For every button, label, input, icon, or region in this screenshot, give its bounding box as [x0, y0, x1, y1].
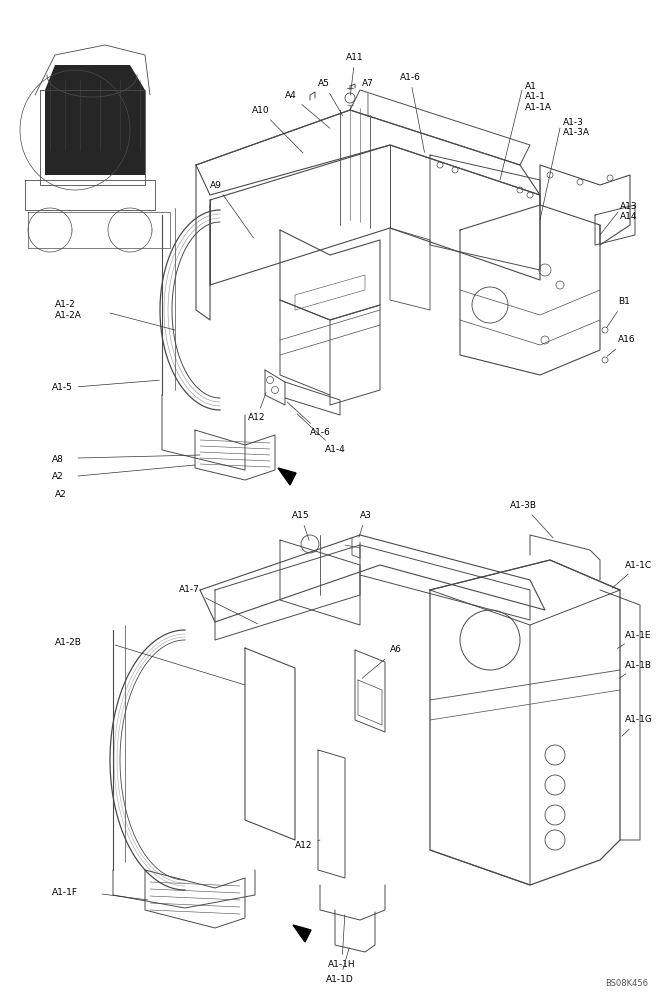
Text: A3: A3	[359, 511, 372, 537]
Text: A1-1C: A1-1C	[612, 560, 652, 588]
Text: A1-5: A1-5	[52, 380, 159, 392]
Text: A2: A2	[55, 490, 67, 499]
Text: A6: A6	[362, 646, 402, 678]
Text: A1-6: A1-6	[287, 402, 331, 437]
Text: A1-4: A1-4	[297, 414, 346, 454]
Text: A1-1F: A1-1F	[52, 888, 78, 897]
Text: A1
A1-1
A1-1A: A1 A1-1 A1-1A	[525, 82, 552, 112]
Text: A5: A5	[318, 79, 343, 116]
Text: A1-1H: A1-1H	[328, 915, 356, 969]
Polygon shape	[278, 468, 296, 485]
Text: A13
A14: A13 A14	[620, 202, 637, 221]
Text: A7: A7	[362, 79, 374, 117]
Text: A11: A11	[346, 53, 364, 95]
Text: A2: A2	[52, 472, 64, 481]
Text: A1-6: A1-6	[400, 73, 424, 152]
Text: A8: A8	[52, 455, 64, 464]
Text: A12: A12	[295, 840, 320, 850]
Text: A4: A4	[286, 91, 330, 128]
Text: A1-7: A1-7	[179, 585, 258, 624]
Text: A1-3B: A1-3B	[510, 501, 553, 538]
Text: A1-3
A1-3A: A1-3 A1-3A	[563, 118, 590, 137]
Text: A15: A15	[292, 511, 309, 540]
Text: A1-1G: A1-1G	[622, 716, 653, 736]
Text: B1: B1	[606, 298, 630, 328]
Text: A16: A16	[607, 336, 635, 356]
Text: A10: A10	[252, 106, 303, 153]
Text: A9: A9	[210, 180, 254, 238]
Text: A1-1D: A1-1D	[326, 948, 354, 984]
Text: A1-1E: A1-1E	[618, 631, 651, 648]
Text: BS08K456: BS08K456	[605, 979, 648, 988]
Text: A1-2
A1-2A: A1-2 A1-2A	[55, 300, 82, 320]
Text: A1-1B: A1-1B	[620, 660, 652, 678]
Polygon shape	[293, 925, 311, 942]
Text: A12: A12	[248, 393, 266, 422]
Text: A1-2B: A1-2B	[55, 638, 82, 647]
Polygon shape	[45, 65, 145, 175]
